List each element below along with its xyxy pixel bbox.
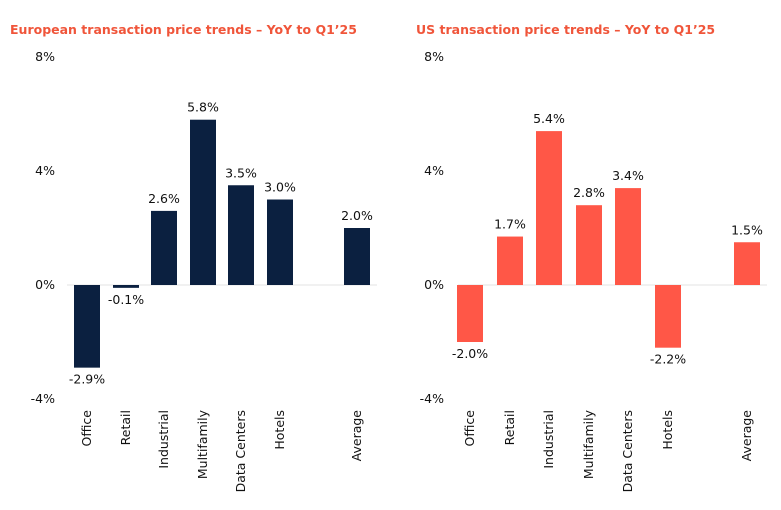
us-category-label: Data Centers: [620, 410, 635, 492]
eu-y-tick-label: -4%: [31, 391, 55, 406]
eu-data-label: -0.1%: [108, 292, 144, 307]
eu-bar: [151, 210, 177, 285]
us-chart-title: US transaction price trends – YoY to Q1’…: [416, 22, 716, 37]
us-chart: 8% 4% 0% -4% -2.0% Office 1.7% Retail 5.4% Indust…: [420, 49, 767, 492]
eu-data-label: 2.6%: [148, 191, 180, 206]
eu-bar: [344, 228, 370, 285]
eu-y-tick-label: 8%: [35, 49, 55, 64]
us-category-label: Hotels: [660, 410, 675, 450]
eu-category-label: Data Centers: [233, 410, 248, 492]
us-bar: [615, 188, 641, 285]
us-data-label: 5.4%: [533, 111, 565, 126]
us-y-tick-label: 0%: [424, 277, 444, 292]
us-bar: [536, 131, 562, 285]
eu-y-tick-label: 0%: [35, 277, 55, 292]
us-bar: [655, 285, 681, 348]
us-data-label: 2.8%: [573, 185, 605, 200]
eu-category-label: Office: [79, 410, 94, 447]
eu-category-label: Average: [349, 410, 364, 462]
us-bar: [497, 236, 523, 285]
eu-data-label: 3.5%: [225, 165, 257, 180]
eu-chart-title: European transaction price trends – YoY …: [10, 22, 357, 37]
us-y-tick-label: 4%: [424, 163, 444, 178]
eu-data-label: -2.9%: [69, 372, 105, 387]
us-data-label: -2.2%: [650, 352, 686, 367]
eu-bar: [113, 285, 139, 288]
eu-bar: [190, 119, 216, 285]
eu-chart: 8% 4% 0% -4% -2.9% Office -0.1% Retail 2.6% Indus…: [31, 49, 377, 492]
eu-y-tick-label: 4%: [35, 163, 55, 178]
us-data-label: 1.5%: [731, 222, 763, 237]
us-category-label: Retail: [502, 410, 517, 445]
us-category-label: Multifamily: [581, 409, 596, 479]
eu-bar: [74, 285, 100, 368]
us-bar: [734, 242, 760, 285]
us-data-label: 3.4%: [612, 168, 644, 183]
eu-bar: [267, 199, 293, 285]
eu-data-label: 5.8%: [187, 100, 219, 115]
us-y-tick-label: 8%: [424, 49, 444, 64]
us-data-label: -2.0%: [452, 346, 488, 361]
us-category-label: Office: [462, 410, 477, 447]
eu-category-label: Multifamily: [195, 409, 210, 479]
us-bar: [457, 285, 483, 342]
us-data-label: 1.7%: [494, 217, 526, 232]
us-bar: [576, 205, 602, 285]
eu-category-label: Retail: [118, 410, 133, 445]
eu-category-label: Hotels: [272, 410, 287, 450]
eu-category-label: Industrial: [156, 410, 171, 469]
eu-bar: [228, 185, 254, 285]
us-y-tick-label: -4%: [420, 391, 444, 406]
us-category-label: Industrial: [541, 410, 556, 469]
eu-data-label: 2.0%: [341, 208, 373, 223]
eu-data-label: 3.0%: [264, 180, 296, 195]
us-category-label: Average: [739, 410, 754, 462]
